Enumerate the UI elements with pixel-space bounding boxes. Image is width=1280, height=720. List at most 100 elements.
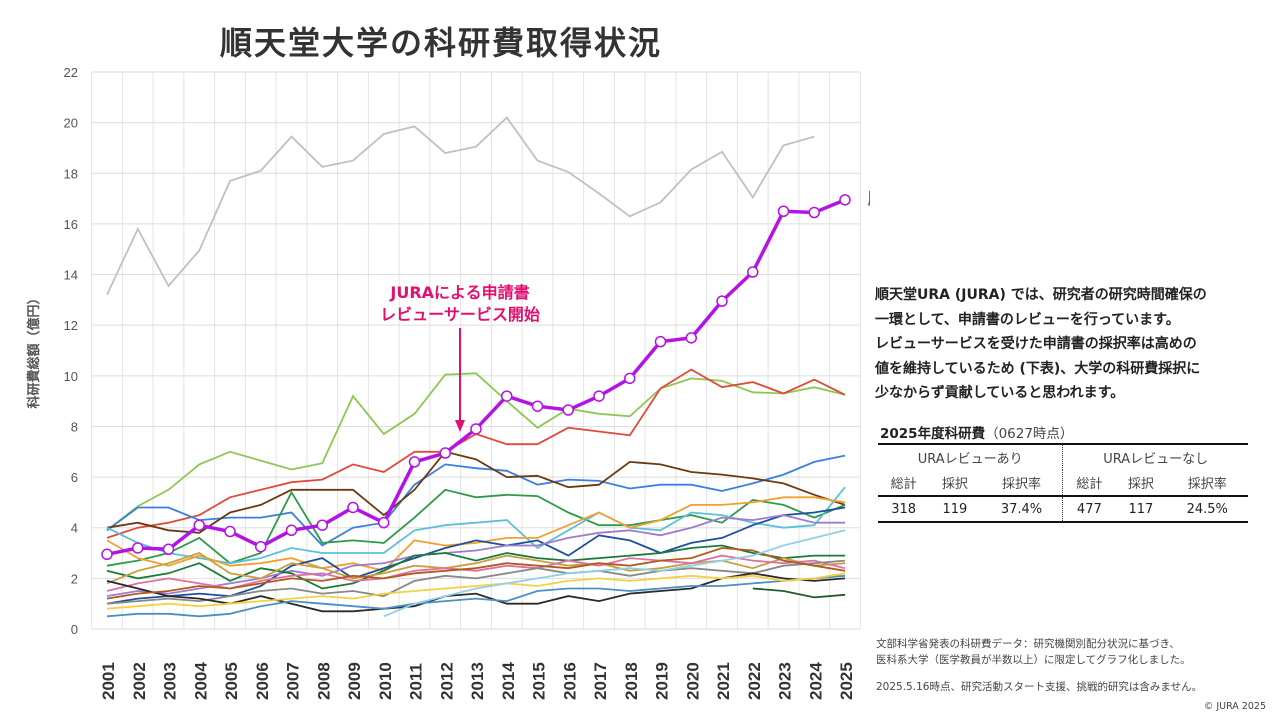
series-line-0 bbox=[106, 116, 815, 296]
series-line-1 bbox=[106, 372, 846, 532]
x-tick-label: 2019 bbox=[653, 662, 672, 700]
review-stats-table: URAレビューあり URAレビューなし 総計 採択 採択率 総計 採択 採択率 … bbox=[878, 443, 1248, 523]
x-tick-label: 2007 bbox=[284, 662, 303, 700]
y-tick-label: 6 bbox=[71, 470, 78, 485]
description-text: 順天堂URA (JURA) では、研究者の研究時間確保の 一環として、申請書のレ… bbox=[875, 283, 1265, 406]
header-cell: 採択 bbox=[941, 477, 968, 492]
y-axis-label: 科研費総額（億円） bbox=[26, 291, 42, 408]
annotation-text: レビューサービス開始 bbox=[380, 305, 540, 324]
highlight-point bbox=[255, 540, 267, 553]
x-tick-label: 2017 bbox=[591, 662, 610, 700]
series-line-19 bbox=[383, 529, 846, 618]
y-tick-label: 12 bbox=[64, 318, 78, 333]
footnote-line: 文部科学省発表の科研費データ：研究機関別配分状況に基づき、 bbox=[876, 638, 1180, 650]
table-group-row: URAレビューあり URAレビューなし bbox=[878, 443, 1248, 470]
description-line: 一環として、申請書のレビューを行っています。 bbox=[875, 311, 1180, 328]
highlight-point bbox=[162, 543, 175, 555]
y-tick-label: 4 bbox=[71, 521, 78, 536]
header-cell: 採択 bbox=[1127, 477, 1154, 492]
highlight-point bbox=[624, 372, 636, 385]
x-tick-label: 2005 bbox=[222, 662, 241, 700]
highlight-point bbox=[378, 516, 390, 529]
series-line-4 bbox=[106, 450, 846, 534]
x-tick-label: 2006 bbox=[253, 662, 272, 700]
y-tick-label: 10 bbox=[64, 369, 78, 384]
header-cell: 総計 bbox=[1076, 477, 1103, 492]
description-line: 値を維持しているため (下表)、大学の科研費採択に bbox=[875, 360, 1201, 377]
series-line-3 bbox=[106, 454, 846, 547]
highlight-point bbox=[285, 524, 298, 537]
highlight-point bbox=[193, 519, 205, 531]
value-cell: 119 bbox=[929, 495, 981, 523]
highlight-point bbox=[101, 548, 113, 561]
highlight-point bbox=[777, 205, 790, 217]
y-tick-label: 18 bbox=[64, 166, 78, 181]
x-tick-label: 2012 bbox=[437, 662, 456, 700]
value-cell: 117 bbox=[1115, 495, 1167, 523]
highlight-point bbox=[439, 447, 451, 459]
arrow-head-icon bbox=[455, 420, 465, 432]
description-line: 順天堂URA (JURA) では、研究者の研究時間確保の bbox=[875, 287, 1207, 303]
highlight-point bbox=[408, 456, 421, 468]
x-tick-label: 2003 bbox=[161, 662, 180, 700]
highlight-point bbox=[501, 390, 513, 402]
highlight-point bbox=[808, 206, 820, 219]
header-cell: 採択率 bbox=[980, 470, 1064, 496]
highlight-point bbox=[562, 404, 574, 416]
table-row: 318 119 37.4% 477 117 24.5% bbox=[878, 495, 1248, 523]
highlight-point bbox=[132, 542, 144, 554]
value-cell: 37.4% bbox=[980, 495, 1064, 523]
y-tick-label: 2 bbox=[71, 571, 78, 586]
y-tick-label: 14 bbox=[64, 268, 78, 283]
x-tick-label: 2016 bbox=[560, 662, 579, 700]
x-tick-label: 2023 bbox=[776, 662, 795, 700]
x-tick-label: 2001 bbox=[99, 662, 118, 700]
header-cell: 総計 bbox=[890, 477, 917, 492]
x-tick-label: 2004 bbox=[191, 662, 210, 700]
annotation-text: JURAによる申請書 bbox=[389, 283, 529, 302]
table-title-note: （0627時点） bbox=[985, 426, 1074, 442]
value-cell: 318 bbox=[878, 495, 930, 523]
table-header-row: 総計 採択 採択率 総計 採択 採択率 bbox=[878, 470, 1248, 496]
footnote-line: 医科系大学（医学教員が半数以上）に限定してグラフ化しました。 bbox=[876, 654, 1191, 666]
series-line-18 bbox=[106, 547, 846, 600]
value-cell: 477 bbox=[1062, 495, 1116, 523]
series-line-17 bbox=[752, 587, 846, 599]
y-tick-label: 22 bbox=[64, 65, 78, 80]
y-tick-label: 8 bbox=[71, 419, 78, 434]
y-tick-label: 0 bbox=[71, 622, 78, 637]
highlight-point bbox=[654, 335, 667, 348]
series-line-16 bbox=[106, 572, 846, 610]
description-line: レビューサービスを受けた申請書の採択率は高めの bbox=[875, 336, 1197, 352]
highlight-point bbox=[716, 295, 728, 307]
series-line-9 bbox=[106, 514, 845, 597]
x-tick-label: 2024 bbox=[806, 662, 825, 700]
x-tick-label: 2009 bbox=[345, 662, 364, 700]
x-tick-label: 2018 bbox=[622, 662, 641, 700]
series-line-10 bbox=[106, 544, 845, 590]
highlight-series-label: 順天堂大学 bbox=[867, 189, 870, 208]
x-tick-label: 2021 bbox=[714, 662, 733, 700]
highlight-point bbox=[747, 266, 759, 278]
footnote-source: 文部科学省発表の科研費データ：研究機関別配分状況に基づき、 医科系大学（医学教員… bbox=[876, 636, 1191, 668]
x-tick-label: 2002 bbox=[130, 662, 149, 700]
page-title: 順天堂大学の科研費取得状況 bbox=[220, 24, 663, 62]
highlight-point bbox=[685, 332, 697, 344]
header-cell: 採択率 bbox=[1187, 477, 1227, 492]
series-line-15 bbox=[106, 574, 846, 618]
x-tick-label: 2014 bbox=[499, 662, 518, 700]
highlight-series-line bbox=[106, 198, 846, 557]
x-tick-label: 2015 bbox=[530, 662, 549, 700]
highlight-point bbox=[839, 194, 851, 206]
highlight-point bbox=[470, 423, 482, 435]
highlight-point bbox=[316, 519, 328, 531]
footnote-scope: 2025.5.16時点、研究活動スタート支援、挑戦的研究は含みません。 bbox=[876, 681, 1203, 693]
copyright: © JURA 2025 bbox=[1203, 701, 1266, 712]
series-line-6 bbox=[106, 486, 846, 565]
x-tick-label: 2013 bbox=[468, 662, 487, 700]
description-line: 少なからず貢献していると思われます。 bbox=[875, 385, 1125, 401]
highlight-point bbox=[593, 390, 605, 402]
x-tick-label: 2008 bbox=[314, 662, 333, 700]
group-with-review: URAレビューあり bbox=[878, 443, 1064, 470]
